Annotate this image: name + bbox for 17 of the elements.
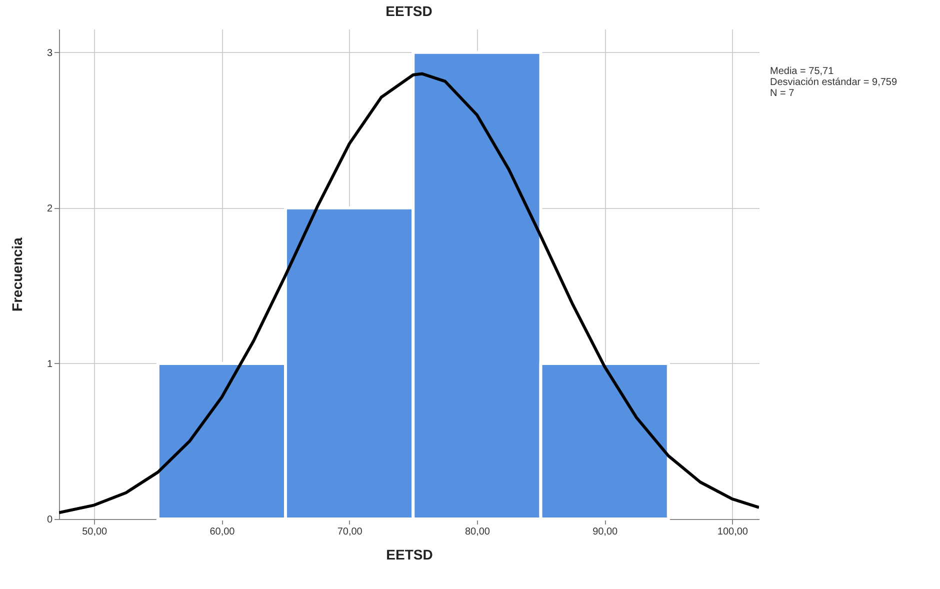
x-tick-label: 100,00 <box>717 526 748 538</box>
y-axis-title: Frecuencia <box>8 237 25 312</box>
x-tick-label: 70,00 <box>337 526 363 538</box>
x-tick-label: 80,00 <box>464 526 490 538</box>
text: Media = 75,71 <box>770 66 835 77</box>
chart-title: EETSD <box>386 3 432 19</box>
x-tick-label: 90,00 <box>592 526 618 538</box>
y-tick-label: 0 <box>46 514 53 526</box>
y-tick-label: 3 <box>46 48 53 59</box>
x-tick-label: 60,00 <box>210 526 236 538</box>
x-axis-title: EETSD <box>386 546 433 562</box>
text: N = 7 <box>770 88 796 99</box>
line-series <box>59 72 759 514</box>
y-tick-label: 2 <box>46 203 53 214</box>
text: Desviación estándar = 9,759 <box>770 77 898 88</box>
y-tick-label: 1 <box>46 358 53 370</box>
x-tick-label: 50,00 <box>82 526 108 538</box>
